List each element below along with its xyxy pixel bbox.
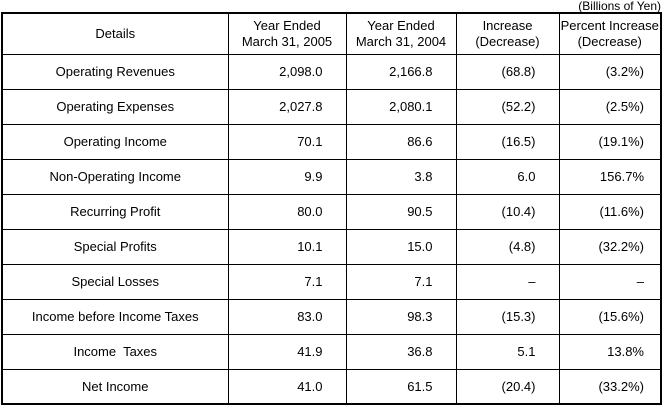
row-label: Income Taxes	[1, 333, 229, 370]
cell-value: 41.9	[227, 333, 347, 370]
cell-value: (11.6%)	[558, 193, 662, 230]
table-row: Operating Income 70.1 86.6 (16.5) (19.1%…	[1, 123, 662, 160]
row-label: Special Profits	[1, 228, 229, 265]
cell-value: 90.5	[345, 193, 457, 230]
column-header-year-2005: Year Ended March 31, 2005	[227, 12, 347, 55]
row-label: Operating Expenses	[1, 88, 229, 125]
row-label: Net Income	[1, 368, 229, 405]
cell-value: (68.8)	[455, 53, 560, 90]
column-header-line1: Year Ended	[253, 17, 321, 33]
column-header-increase: Increase (Decrease)	[455, 12, 560, 55]
table-header: Details Year Ended March 31, 2005 Year E…	[1, 12, 662, 55]
unit-note: (Billions of Yen)	[578, 0, 661, 13]
table-row: Net Income 41.0 61.5 (20.4) (33.2%)	[1, 368, 662, 405]
column-header-year-2004: Year Ended March 31, 2004	[345, 12, 457, 55]
column-header-details: Details	[1, 12, 229, 55]
cell-value: 2,098.0	[227, 53, 347, 90]
cell-value: 15.0	[345, 228, 457, 265]
cell-value: 3.8	[345, 158, 457, 195]
cell-value: (32.2%)	[558, 228, 662, 265]
header-row: Details Year Ended March 31, 2005 Year E…	[1, 12, 662, 55]
table-row: Special Profits 10.1 15.0 (4.8) (32.2%)	[1, 228, 662, 265]
cell-value: (16.5)	[455, 123, 560, 160]
cell-value: 2,027.8	[227, 88, 347, 125]
column-header-line2: (Decrease)	[577, 33, 642, 49]
cell-value: (33.2%)	[558, 368, 662, 405]
cell-value: (10.4)	[455, 193, 560, 230]
cell-value: 70.1	[227, 123, 347, 160]
cell-value: 7.1	[227, 263, 347, 300]
cell-value: 83.0	[227, 298, 347, 335]
cell-value: 5.1	[455, 333, 560, 370]
cell-value: 86.6	[345, 123, 457, 160]
row-label: Operating Revenues	[1, 53, 229, 90]
cell-value: 2,080.1	[345, 88, 457, 125]
column-header-line1: Percent Increase	[560, 17, 659, 33]
column-header-line1: Increase	[482, 17, 533, 33]
table-row: Operating Expenses 2,027.8 2,080.1 (52.2…	[1, 88, 662, 125]
table-body: Operating Revenues 2,098.0 2,166.8 (68.8…	[1, 53, 662, 405]
cell-value: 61.5	[345, 368, 457, 405]
column-header-line1: Details	[95, 25, 136, 41]
cell-value: 41.0	[227, 368, 347, 405]
column-header-percent-increase: Percent Increase (Decrease)	[558, 12, 662, 55]
financial-results-table: Details Year Ended March 31, 2005 Year E…	[1, 12, 662, 405]
cell-value: (19.1%)	[558, 123, 662, 160]
cell-value: (20.4)	[455, 368, 560, 405]
cell-value: 10.1	[227, 228, 347, 265]
cell-value: (15.3)	[455, 298, 560, 335]
cell-value: (2.5%)	[558, 88, 662, 125]
cell-value: –	[455, 263, 560, 300]
row-label: Special Losses	[1, 263, 229, 300]
cell-value: –	[558, 263, 662, 300]
table-row: Special Losses 7.1 7.1 – –	[1, 263, 662, 300]
column-header-line2: (Decrease)	[475, 33, 540, 49]
cell-value: 98.3	[345, 298, 457, 335]
cell-value: 13.8%	[558, 333, 662, 370]
cell-value: 156.7%	[558, 158, 662, 195]
table-row: Non-Operating Income 9.9 3.8 6.0 156.7%	[1, 158, 662, 195]
column-header-line2: March 31, 2004	[355, 33, 447, 49]
cell-value: 80.0	[227, 193, 347, 230]
row-label: Recurring Profit	[1, 193, 229, 230]
cell-value: 2,166.8	[345, 53, 457, 90]
cell-value: (3.2%)	[558, 53, 662, 90]
table-row: Income before Income Taxes 83.0 98.3 (15…	[1, 298, 662, 335]
cell-value: 6.0	[455, 158, 560, 195]
cell-value: (52.2)	[455, 88, 560, 125]
column-header-line2: March 31, 2005	[241, 33, 333, 49]
cell-value: 7.1	[345, 263, 457, 300]
cell-value: 36.8	[345, 333, 457, 370]
cell-value: (15.6%)	[558, 298, 662, 335]
cell-value: 9.9	[227, 158, 347, 195]
row-label: Non-Operating Income	[1, 158, 229, 195]
table-row: Recurring Profit 80.0 90.5 (10.4) (11.6%…	[1, 193, 662, 230]
cell-value: (4.8)	[455, 228, 560, 265]
table-row: Operating Revenues 2,098.0 2,166.8 (68.8…	[1, 53, 662, 90]
row-label: Operating Income	[1, 123, 229, 160]
table-row: Income Taxes 41.9 36.8 5.1 13.8%	[1, 333, 662, 370]
column-header-line1: Year Ended	[367, 17, 435, 33]
row-label: Income before Income Taxes	[1, 298, 229, 335]
